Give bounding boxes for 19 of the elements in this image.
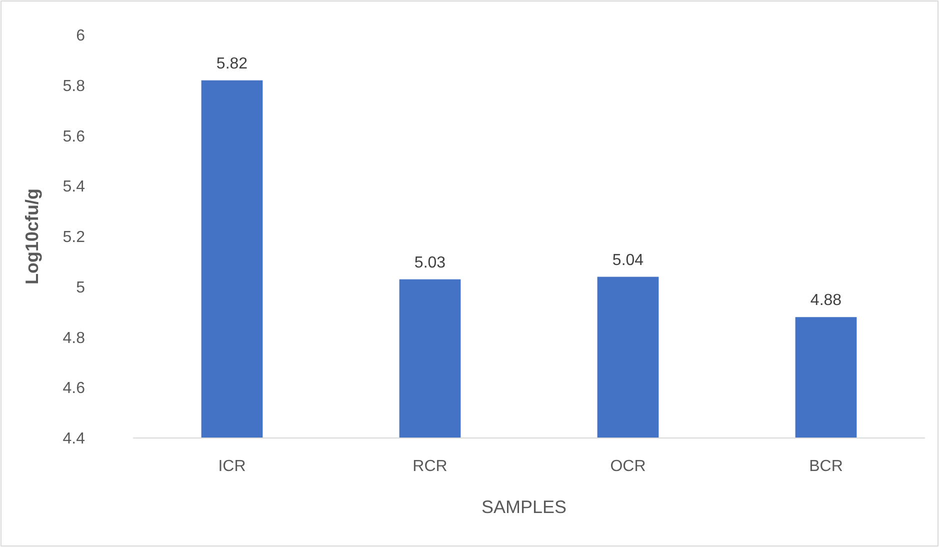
y-tick-label: 5.2 <box>62 229 86 246</box>
y-tick-label: 5.8 <box>62 78 86 95</box>
y-tick-label: 4.6 <box>62 380 86 398</box>
data-label: 5.82 <box>216 55 248 72</box>
y-tick-label: 5.4 <box>62 178 86 196</box>
data-label: 5.03 <box>414 254 446 272</box>
y-tick-label: 5 <box>76 279 86 296</box>
data-label: 5.04 <box>612 252 644 269</box>
x-axis-title: SAMPLES <box>481 497 567 517</box>
x-tick-label: BCR <box>809 458 843 475</box>
x-tick-label: OCR <box>610 458 646 475</box>
y-tick-label: 4.8 <box>62 330 86 347</box>
x-tick-label: ICR <box>218 458 246 475</box>
data-label: 4.88 <box>810 292 842 310</box>
y-tick-label: 4.4 <box>62 430 86 448</box>
y-tick-label: 6 <box>76 28 86 45</box>
x-tick-label: RCR <box>412 458 448 475</box>
y-tick-label: 5.6 <box>62 128 86 146</box>
y-axis-title: Log10cfu/g <box>22 188 42 285</box>
